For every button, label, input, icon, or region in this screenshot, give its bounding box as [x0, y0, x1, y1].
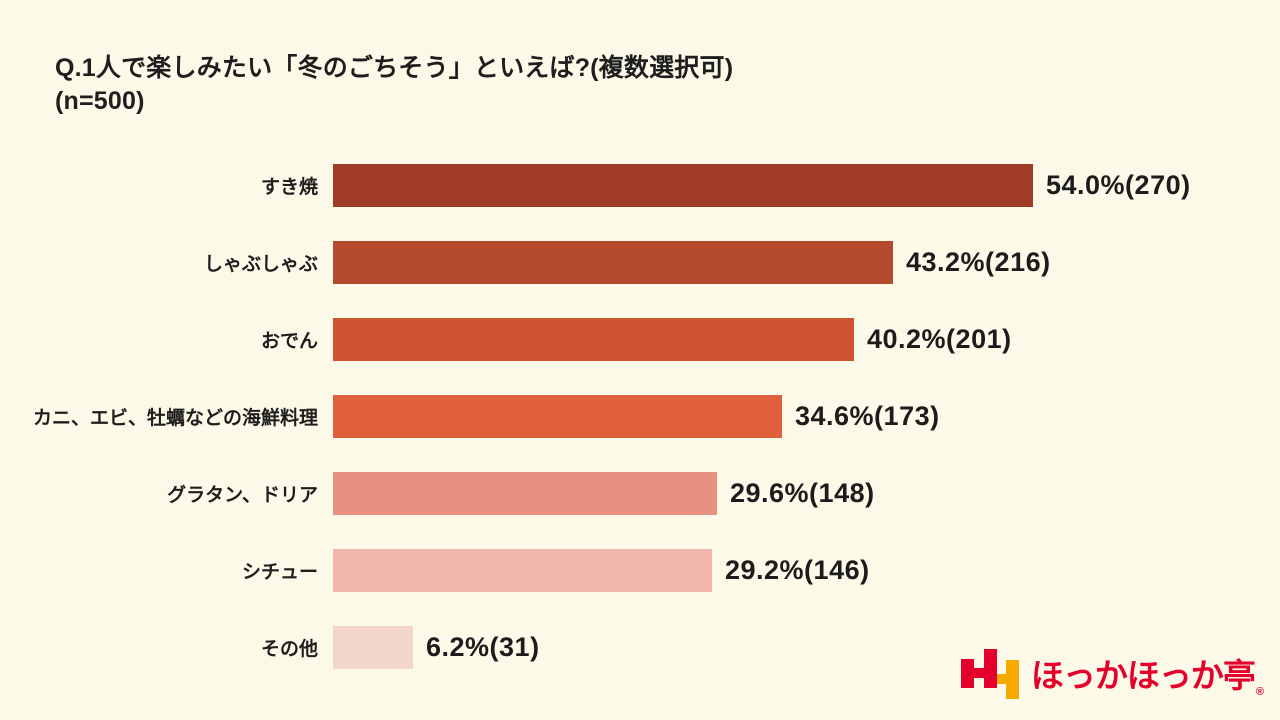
bar-label: しゃぶしゃぶ: [203, 254, 318, 275]
bar-label: おでん: [260, 331, 318, 352]
bar-chart: すき焼 54.0%(270) しゃぶしゃぶ 43.2%(216) おでん 40.…: [0, 164, 1280, 703]
bar-row: カニ、エビ、牡蠣などの海鮮料理 34.6%(173): [0, 395, 1280, 438]
bar-value: 34.6%(173): [795, 401, 940, 431]
bar-row: その他 6.2%(31): [0, 626, 1280, 669]
hh-icon-red-bar-left: [960, 659, 974, 688]
bar-value: 29.2%(146): [725, 555, 870, 585]
bar-row: グラタン、ドリア 29.6%(148): [0, 472, 1280, 515]
bar-label: カニ、エビ、牡蠣などの海鮮料理: [32, 408, 318, 429]
bar: [333, 549, 712, 592]
bar-label: シチュー: [241, 562, 318, 583]
bar-row: おでん 40.2%(201): [0, 318, 1280, 361]
bar-label: グラタン、ドリア: [167, 485, 318, 506]
hh-icon-yellow-bar: [1005, 660, 1019, 699]
chart-title-line1: Q.1人で楽しみたい「冬のごちそう」といえば?(複数選択可): [55, 54, 734, 82]
bar-value: 6.2%(31): [426, 632, 540, 662]
bar: [333, 472, 717, 515]
bar-value: 54.0%(270): [1046, 170, 1191, 200]
bar: [333, 241, 893, 284]
bar-row: シチュー 29.2%(146): [0, 549, 1280, 592]
bar: [333, 318, 854, 361]
bar-value: 40.2%(201): [867, 324, 1012, 354]
brand-logo: ほっかほっか亭®: [960, 646, 1264, 700]
bar-row: しゃぶしゃぶ 43.2%(216): [0, 241, 1280, 284]
bar: [333, 164, 1033, 207]
hokka-hh-icon: [960, 646, 1019, 700]
bar-label: その他: [260, 639, 318, 660]
bar-value: 29.6%(148): [730, 478, 875, 508]
bar: [333, 395, 782, 438]
chart-title: Q.1人で楽しみたい「冬のごちそう」といえば?(複数選択可) (n=500): [55, 52, 733, 118]
hh-icon-red-bar-mid: [983, 649, 997, 688]
brand-name-text: ほっかほっか亭: [1030, 657, 1256, 694]
hh-icon-yellow-joint: [996, 674, 1006, 684]
bar-label: すき焼: [260, 177, 318, 198]
chart-title-line2: (n=500): [55, 87, 145, 115]
bar-row: すき焼 54.0%(270): [0, 164, 1280, 207]
bar-value: 43.2%(216): [906, 247, 1051, 277]
registered-trademark-mark: ®: [1255, 686, 1264, 698]
brand-name: ほっかほっか亭®: [1030, 649, 1264, 698]
bar: [333, 626, 413, 669]
hh-icon-red-joint: [973, 668, 984, 678]
